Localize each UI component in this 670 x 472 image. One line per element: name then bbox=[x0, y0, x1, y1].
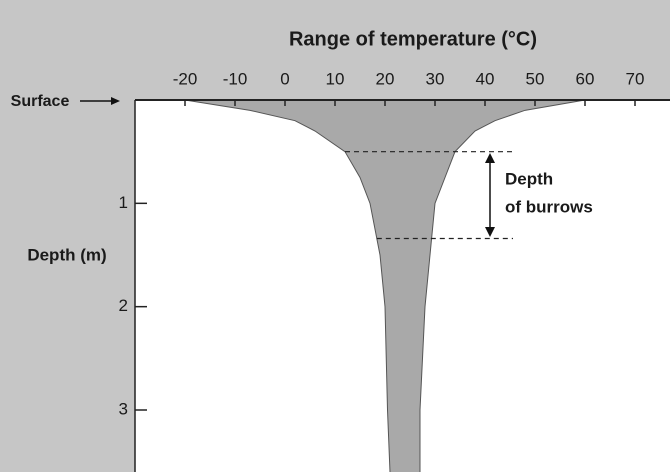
x-tick-label: 50 bbox=[526, 69, 545, 88]
x-tick-label: 0 bbox=[280, 69, 289, 88]
y-tick-label: 3 bbox=[119, 399, 128, 418]
x-tick-label: 70 bbox=[626, 69, 645, 88]
y-tick-label: 2 bbox=[119, 296, 128, 315]
range-boundary bbox=[184, 99, 391, 472]
x-tick-label: 20 bbox=[376, 69, 395, 88]
x-tick-label: -10 bbox=[223, 69, 248, 88]
x-tick-label: -20 bbox=[173, 69, 198, 88]
chart-title: Range of temperature (°C) bbox=[289, 28, 537, 50]
range-boundary bbox=[419, 99, 586, 472]
surface-arrowhead bbox=[111, 97, 120, 105]
surface-label: Surface bbox=[11, 93, 70, 110]
y-tick-label: 1 bbox=[119, 193, 128, 212]
burrow-arrowhead bbox=[485, 227, 495, 237]
annotation: Depth bbox=[505, 169, 553, 188]
x-tick-label: 30 bbox=[426, 69, 445, 88]
y-axis-label: Depth (m) bbox=[27, 245, 106, 264]
annotation: of burrows bbox=[505, 197, 593, 216]
range-fill bbox=[185, 100, 585, 472]
x-tick-label: 10 bbox=[326, 69, 345, 88]
burrow-arrowhead bbox=[485, 153, 495, 163]
x-tick-label: 60 bbox=[576, 69, 595, 88]
x-tick-label: 40 bbox=[476, 69, 495, 88]
